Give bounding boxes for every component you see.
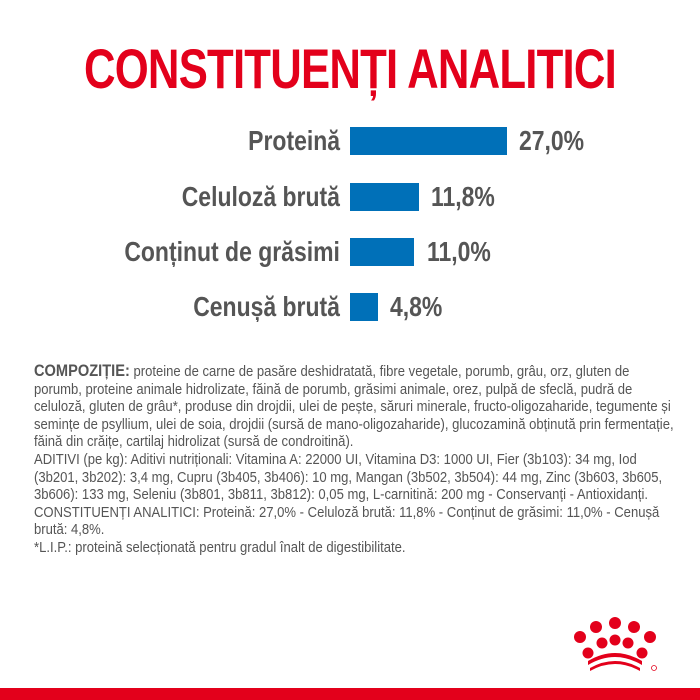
bar-label: Cenușă brută — [193, 291, 340, 322]
bar-ash — [350, 293, 378, 321]
bar-value: 4,8% — [390, 291, 443, 322]
page-title: CONSTITUENȚI ANALITICI — [83, 37, 617, 100]
footnote-paragraph: *L.I.P.: proteină selecționată pentru gr… — [34, 538, 406, 556]
composition-text: COMPOZIȚIE: proteine de carne de pasăre … — [34, 362, 675, 557]
bar-fiber — [350, 183, 419, 211]
bar-value: 11,8% — [431, 181, 495, 212]
bar-row-fiber: Celuloză brută 11,8% — [0, 182, 700, 212]
bar-label: Conținut de grăsimi — [124, 236, 340, 267]
bar-label: Proteină — [248, 125, 340, 156]
footer-bar — [0, 688, 700, 700]
bar-row-ash: Cenușă brută 4,8% — [0, 292, 700, 322]
bar-protein — [350, 127, 507, 155]
bar-fat — [350, 238, 414, 266]
composition-body: proteine de carne de pasăre deshidratată… — [34, 363, 674, 451]
bar-value: 11,0% — [427, 236, 491, 267]
analytical-paragraph: CONSTITUENȚI ANALITICI: Proteină: 27,0% … — [34, 503, 660, 539]
bar-value: 27,0% — [519, 125, 585, 156]
royal-canin-crown-icon — [574, 617, 657, 671]
composition-heading: COMPOZIȚIE: — [34, 361, 130, 380]
bar-row-fat: Conținut de grăsimi 11,0% — [0, 237, 700, 267]
bar-row-protein: Proteină 27,0% — [0, 126, 700, 156]
bar-label: Celuloză brută — [181, 181, 340, 212]
composition-paragraph: COMPOZIȚIE: proteine de carne de pasăre … — [34, 362, 675, 451]
additives-paragraph: ADITIVI (pe kg): Aditivi nutriționali: V… — [34, 450, 663, 504]
